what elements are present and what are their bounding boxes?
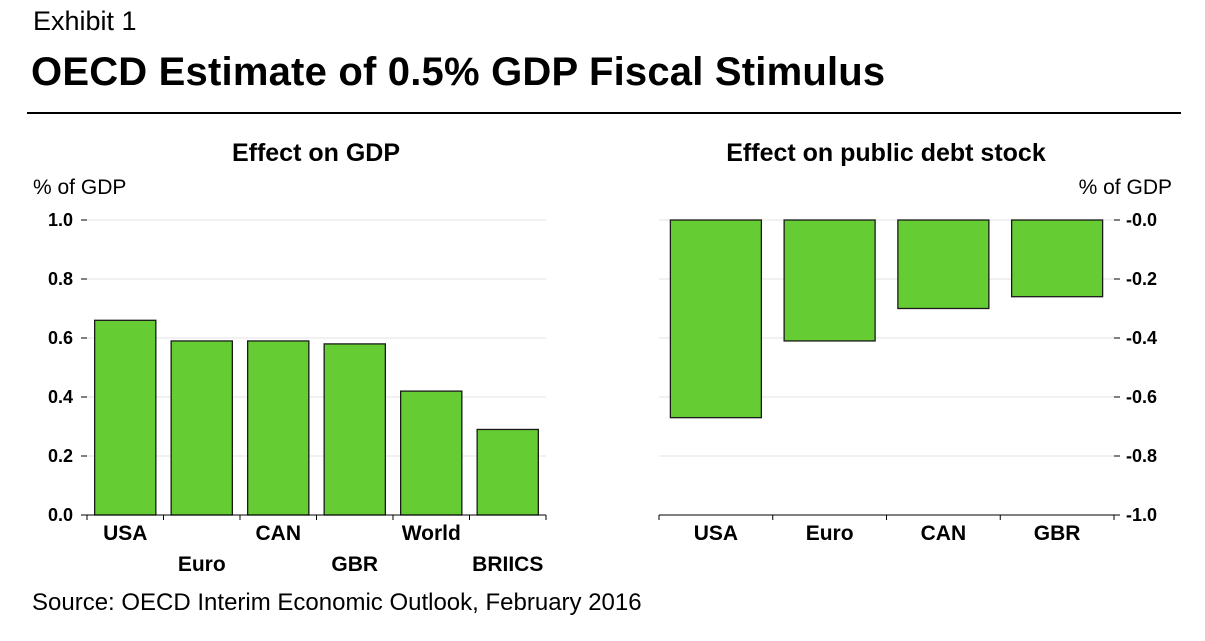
exhibit-label: Exhibit 1: [33, 6, 137, 36]
bar-euro: [783, 219, 876, 342]
x-category-label: World: [402, 522, 461, 545]
chart-title: Effect on GDP: [232, 139, 400, 167]
page-title: OECD Estimate of 0.5% GDP Fiscal Stimulu…: [31, 50, 886, 94]
x-category-label: Euro: [178, 553, 226, 576]
y-tick-label: 0.2: [48, 446, 73, 466]
y-tick-label: -0.2: [1126, 269, 1157, 289]
y-tick-label: 0.8: [48, 269, 73, 289]
bar-gbr: [323, 343, 386, 516]
bar-briics: [476, 428, 539, 516]
title-divider: [27, 112, 1181, 114]
x-category-label: CAN: [921, 522, 967, 545]
bar-can: [897, 219, 990, 310]
bar-can: [246, 340, 310, 516]
debt-effect-chart: Effect on public debt stock % of GDP -1.0 -…: [658, 139, 1172, 545]
x-category-label: BRIICS: [472, 553, 543, 576]
x-category-label: GBR: [331, 553, 378, 576]
chart-title: Effect on public debt stock: [726, 139, 1046, 167]
gdp-effect-chart: Effect on GDP % of GDP 0.0 0.2 0.4 0.6 0.8 1.0 U…: [33, 139, 547, 576]
y-tick-label: -0.0: [1126, 210, 1157, 230]
y-axis-unit: % of GDP: [1079, 176, 1172, 199]
y-tick-label: -0.4: [1126, 328, 1157, 348]
x-category-label: GBR: [1034, 522, 1081, 545]
y-tick-label: -0.6: [1126, 387, 1157, 407]
y-tick-label: 0.0: [48, 505, 73, 525]
y-tick-label: 1.0: [48, 210, 73, 230]
y-tick-label: 0.6: [48, 328, 73, 348]
y-tick-label: -1.0: [1126, 505, 1157, 525]
x-category-label: Euro: [806, 522, 854, 545]
x-category-label: CAN: [256, 522, 302, 545]
y-tick-label: -0.8: [1126, 446, 1157, 466]
source-note: Source: OECD Interim Economic Outlook, F…: [32, 589, 642, 616]
bar-world: [399, 390, 463, 516]
bar-euro: [170, 340, 233, 516]
bar-usa: [94, 319, 157, 516]
x-category-label: USA: [103, 522, 147, 545]
y-axis-unit: % of GDP: [33, 176, 126, 199]
bar-gbr: [1010, 219, 1104, 298]
y-tick-label: 0.4: [48, 387, 73, 407]
bar-usa: [669, 219, 763, 419]
x-category-label: USA: [694, 522, 738, 545]
